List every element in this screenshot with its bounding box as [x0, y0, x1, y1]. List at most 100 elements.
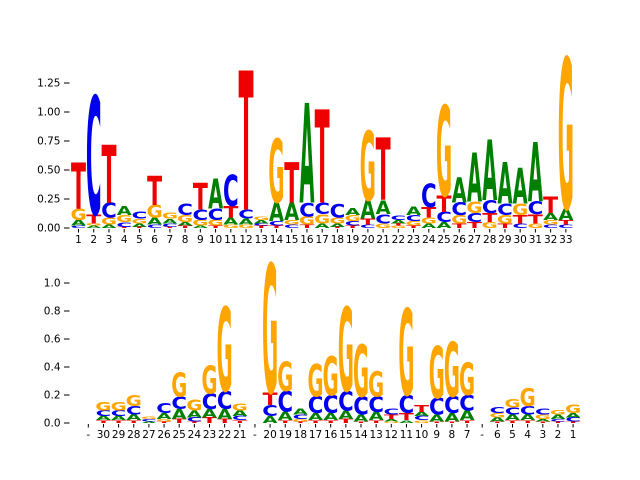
logo-letter-C: C: [96, 409, 112, 418]
logo-letter-G: G: [162, 211, 178, 221]
logo-letter-C: C: [330, 200, 346, 223]
logo-letter-G: G: [512, 201, 528, 220]
y-tick-label: 0.2: [44, 390, 61, 402]
logo-letter-G: G: [406, 220, 422, 227]
logo-letter-C: C: [368, 392, 384, 417]
x-tick-label: 19: [346, 234, 359, 246]
logo-letter-T: T: [71, 151, 86, 225]
logo-letter-C: C: [550, 418, 566, 423]
logo-letter-C: C: [565, 416, 581, 423]
x-tick-label: 14: [354, 429, 368, 441]
logo-letter-G: G: [186, 397, 202, 414]
x-tick-label: 25: [173, 429, 186, 441]
logo-letter-C: C: [171, 393, 187, 414]
logo-letter-G: G: [550, 410, 566, 416]
logo-letter-C: C: [482, 197, 498, 218]
logo-letter-G: G: [482, 221, 498, 231]
logo-letter-G: G: [436, 81, 452, 225]
logo-letter-G: G: [223, 224, 239, 229]
logo-letter-C: C: [543, 224, 559, 230]
logo-letter-G: G: [535, 414, 551, 420]
y-tick-label: 1.25: [37, 78, 60, 90]
logo-letter-C: C: [202, 389, 218, 414]
logo-letter-A: A: [535, 418, 550, 422]
logo-letter-G: G: [192, 218, 208, 228]
logo-letter-T: T: [178, 225, 193, 229]
logo-letter-T: T: [429, 421, 444, 423]
logo-letter-T: T: [278, 419, 293, 424]
logo-letter-T: T: [360, 217, 376, 226]
logo-letter-C: C: [299, 199, 315, 222]
logo-letter-C: C: [284, 224, 300, 230]
logo-letter-T: T: [263, 389, 279, 409]
logo-letter-A: A: [497, 151, 512, 218]
x-tick-label: 28: [483, 234, 496, 246]
x-tick-label: 12: [239, 234, 252, 246]
x-tick-label: 8: [182, 234, 189, 246]
logo-letter-A: A: [482, 124, 497, 220]
logo-letter-T: T: [223, 203, 238, 222]
logo-panel-bottom: 0.00.20.40.60.81.0- 30TACG29TACG28TACG27A…: [44, 228, 581, 441]
logo-letter-A: A: [437, 221, 453, 230]
logo-letter-T: T: [284, 151, 299, 215]
logo-letter-A: A: [86, 225, 101, 229]
logo-letter-A: A: [354, 413, 369, 424]
logo-letter-T: T: [308, 419, 323, 424]
logo-letter-G: G: [238, 224, 254, 229]
logo-letter-G: G: [451, 213, 467, 226]
logo-letter-T: T: [391, 223, 406, 227]
logo-letter-A: A: [429, 413, 444, 424]
x-tick-label: 2: [90, 234, 97, 246]
logo-letter-A: A: [550, 414, 565, 420]
logo-letter-C: C: [293, 414, 309, 421]
logo-letter-G: G: [277, 355, 293, 401]
x-tick-label: 23: [407, 234, 420, 246]
logo-letter-A: A: [391, 219, 406, 224]
logo-letter-C: C: [162, 223, 178, 229]
logo-letter-C: C: [338, 386, 354, 417]
y-tick-label: 0.75: [37, 136, 60, 148]
logo-letter-T: T: [490, 421, 505, 423]
logo-letter-A: A: [513, 158, 528, 216]
logo-letter-T: T: [354, 421, 369, 423]
logo-letter-T: T: [482, 211, 498, 226]
logo-letter-G: G: [177, 214, 193, 225]
logo-letter-T: T: [187, 421, 202, 423]
logo-letter-G: G: [527, 222, 543, 229]
logo-letter-T: T: [505, 419, 520, 424]
logo-letter-G: G: [444, 327, 460, 415]
y-tick-label: 0.8: [44, 306, 61, 318]
logo-letter-C: C: [505, 406, 521, 417]
logo-letter-G: G: [147, 203, 163, 223]
y-tick-label: 0.4: [44, 362, 61, 374]
y-tick-label: 0.50: [37, 165, 60, 177]
logo-letter-C: C: [436, 210, 452, 227]
x-tick-label: 9: [197, 234, 204, 246]
logo-letter-C: C: [111, 409, 127, 418]
logo-letter-T: T: [157, 421, 172, 423]
logo-letter-A: A: [263, 414, 278, 425]
logo-letter-G: G: [86, 223, 102, 227]
logo-letter-C: C: [429, 394, 445, 421]
logo-letter-C: C: [277, 386, 293, 419]
logo-letter-G: G: [323, 344, 339, 408]
x-tick-label: 15: [285, 234, 298, 246]
x-tick-label: 19: [279, 429, 292, 441]
logo-letter-G: G: [95, 400, 111, 414]
logo-letter-G: G: [101, 216, 117, 227]
logo-letter-G: G: [489, 413, 505, 419]
logo-letter-A: A: [558, 206, 573, 224]
x-tick-label: -: [86, 429, 90, 441]
logo-letter-A: A: [208, 170, 223, 219]
x-tick-label: 16: [324, 429, 338, 441]
logo-letter-G: G: [314, 212, 330, 227]
x-tick-label: 30: [97, 429, 110, 441]
logo-letter-G: G: [292, 418, 308, 422]
logo-letter-T: T: [202, 416, 218, 425]
logo-letter-C: C: [520, 404, 536, 417]
x-tick-label: 18: [331, 234, 344, 246]
logo-letter-A: A: [217, 407, 232, 422]
logo-letter-A: A: [421, 223, 437, 230]
logo-letter-C: C: [353, 393, 369, 421]
